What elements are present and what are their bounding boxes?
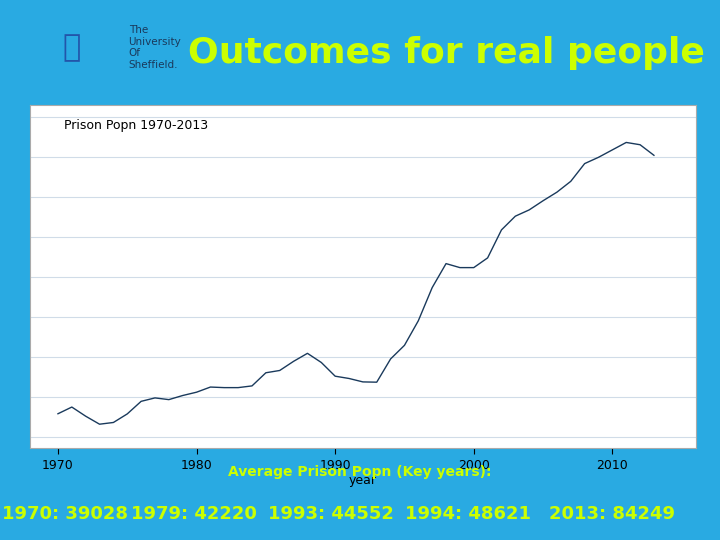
Text: Average Prison Popn (Key years):: Average Prison Popn (Key years):: [228, 465, 492, 479]
Text: 1979: 42220: 1979: 42220: [132, 505, 257, 523]
Text: 2013: 84249: 2013: 84249: [549, 505, 675, 523]
Text: The
University
Of
Sheffield.: The University Of Sheffield.: [129, 25, 181, 70]
Text: 1993: 44552: 1993: 44552: [269, 505, 394, 523]
Text: 1994: 48621: 1994: 48621: [405, 505, 531, 523]
Text: ⛄: ⛄: [63, 33, 81, 62]
X-axis label: year: year: [349, 475, 377, 488]
Text: Outcomes for real people: Outcomes for real people: [188, 37, 705, 70]
Text: 1970: 39028: 1970: 39028: [1, 505, 128, 523]
Text: Prison Popn 1970-2013: Prison Popn 1970-2013: [63, 119, 207, 132]
